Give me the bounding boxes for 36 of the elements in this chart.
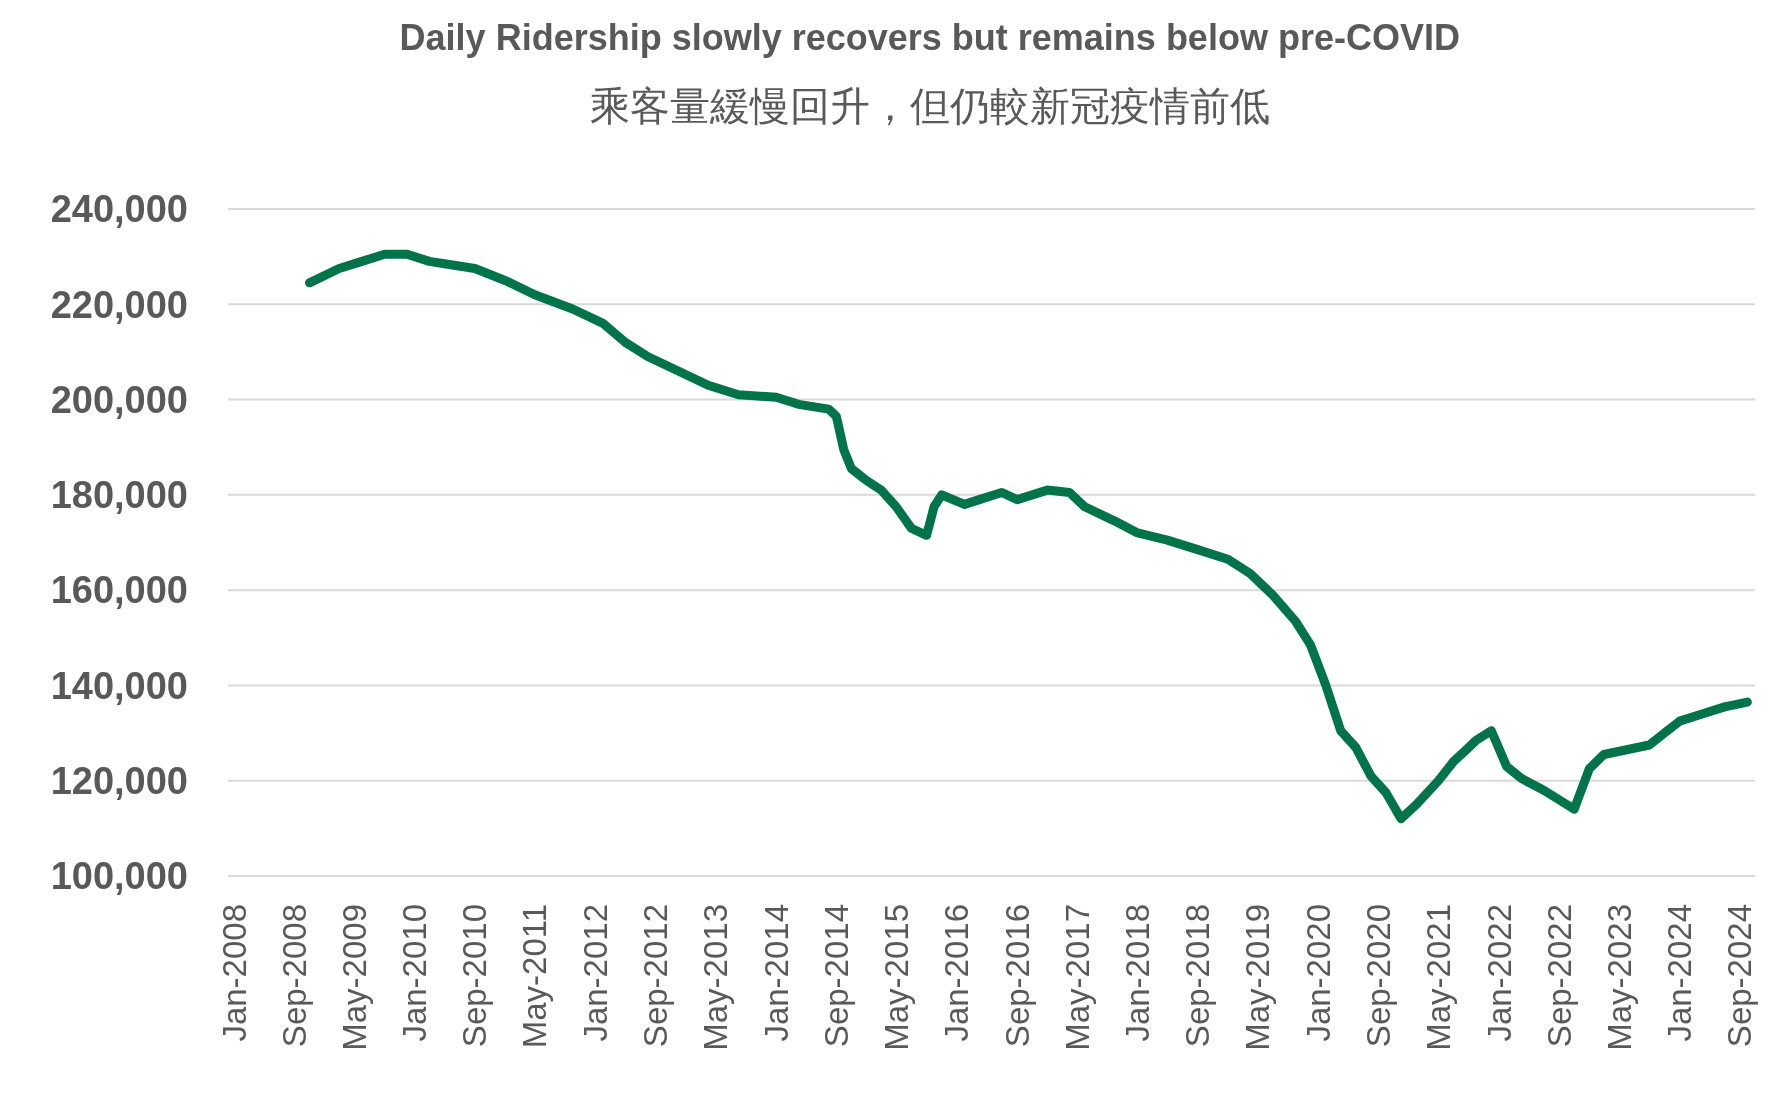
x-tick-label: May-2021 [1419,904,1457,1051]
x-tick-label: May-2019 [1239,904,1277,1051]
x-tick-label: Jan-2018 [1119,904,1157,1042]
x-tick-label: Sep-2018 [1179,904,1217,1048]
y-tick-label: 220,000 [50,283,188,326]
x-tick-label: Jan-2010 [396,904,434,1042]
y-tick-label: 100,000 [50,855,188,898]
x-tick-label: May-2013 [697,904,735,1051]
x-tick-label: May-2009 [335,904,373,1051]
x-tick-label: May-2011 [516,904,554,1049]
x-tick-label: Jan-2012 [576,904,614,1042]
x-tick-label: Sep-2022 [1540,904,1578,1048]
y-tick-label: 160,000 [50,569,188,612]
chart-title: Daily Ridership slowly recovers but remains below pre-COVID [399,17,1460,58]
x-tick-label: Sep-2016 [998,904,1036,1048]
x-tick-label: Sep-2024 [1721,904,1759,1048]
y-tick-label: 200,000 [50,378,188,421]
chart-subtitle: 乘客量緩慢回升，但仍較新冠疫情前低 [589,83,1270,129]
y-tick-label: 120,000 [50,760,188,803]
y-tick-label: 180,000 [50,474,188,517]
x-tick-label: Jan-2008 [215,904,253,1042]
x-tick-label: Jan-2014 [757,904,795,1042]
x-tick-label: Jan-2024 [1661,904,1699,1042]
x-tick-label: May-2015 [877,904,915,1051]
x-tick-label: Jan-2020 [1299,904,1337,1042]
y-tick-label: 240,000 [50,188,188,231]
x-tick-label: May-2017 [1058,904,1096,1051]
x-tick-label: Sep-2014 [817,904,855,1048]
x-tick-label: Sep-2008 [275,904,313,1048]
x-tick-label: Sep-2012 [637,904,675,1048]
x-tick-label: Sep-2020 [1360,904,1398,1048]
x-tick-label: Sep-2010 [456,904,494,1048]
x-tick-label: May-2023 [1600,904,1638,1051]
y-tick-label: 140,000 [50,664,188,707]
x-tick-label: Jan-2016 [938,904,976,1042]
x-tick-label: Jan-2022 [1480,904,1518,1042]
